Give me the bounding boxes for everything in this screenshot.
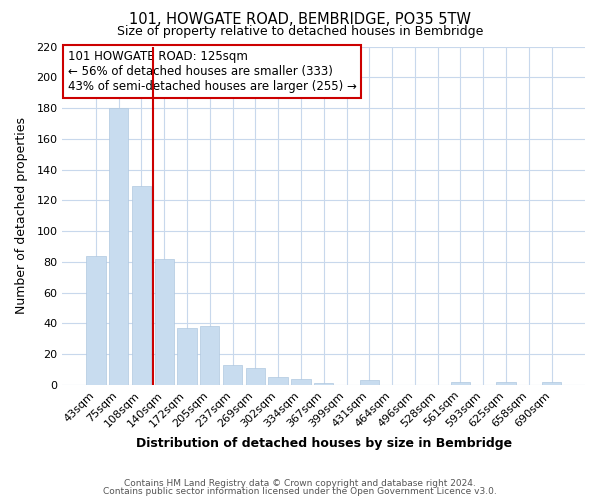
Bar [155, 259, 174, 385]
Bar [245, 368, 265, 385]
Bar [359, 380, 379, 385]
Text: Contains public sector information licensed under the Open Government Licence v3: Contains public sector information licen… [103, 488, 497, 496]
Bar [496, 382, 515, 385]
Bar [86, 256, 106, 385]
Bar [268, 377, 288, 385]
X-axis label: Distribution of detached houses by size in Bembridge: Distribution of detached houses by size … [136, 437, 512, 450]
Bar [178, 328, 197, 385]
Text: 101, HOWGATE ROAD, BEMBRIDGE, PO35 5TW: 101, HOWGATE ROAD, BEMBRIDGE, PO35 5TW [129, 12, 471, 28]
Bar [109, 108, 128, 385]
Text: 101 HOWGATE ROAD: 125sqm
← 56% of detached houses are smaller (333)
43% of semi-: 101 HOWGATE ROAD: 125sqm ← 56% of detach… [68, 50, 356, 93]
Bar [223, 365, 242, 385]
Bar [314, 384, 334, 385]
Text: Contains HM Land Registry data © Crown copyright and database right 2024.: Contains HM Land Registry data © Crown c… [124, 478, 476, 488]
Text: Size of property relative to detached houses in Bembridge: Size of property relative to detached ho… [117, 25, 483, 38]
Bar [451, 382, 470, 385]
Bar [200, 326, 220, 385]
Bar [542, 382, 561, 385]
Bar [291, 379, 311, 385]
Bar [132, 186, 151, 385]
Y-axis label: Number of detached properties: Number of detached properties [15, 117, 28, 314]
